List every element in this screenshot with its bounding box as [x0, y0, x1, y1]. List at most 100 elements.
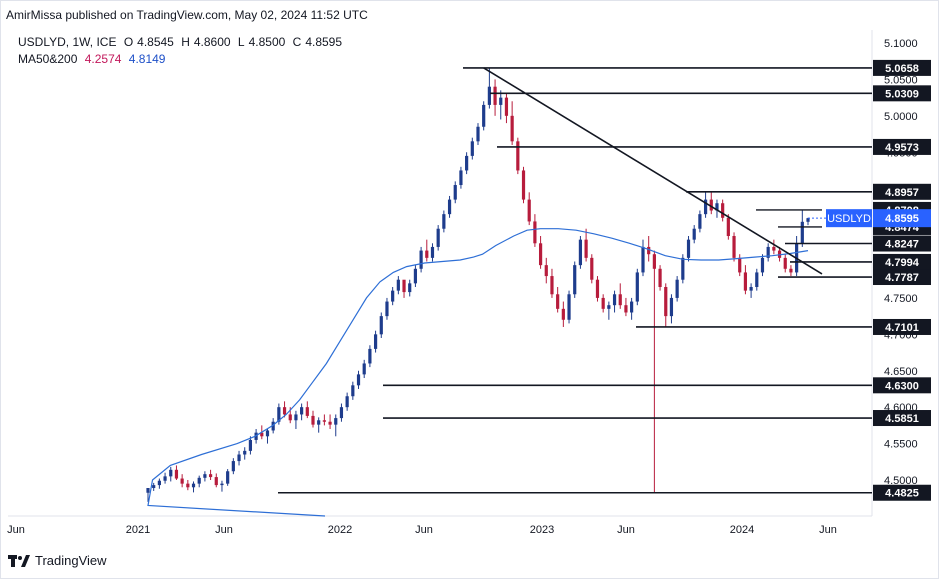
candle-body [430, 246, 435, 258]
candle-body [493, 86, 497, 105]
candle-body [686, 239, 691, 258]
x-tick-label: 2022 [328, 524, 352, 536]
candle-body [408, 283, 412, 293]
candle-body [186, 483, 190, 488]
candle-body [174, 469, 179, 479]
symbol-line: USDLYD, 1W, ICE [18, 35, 117, 49]
candle-body [641, 246, 645, 273]
candle-body [385, 301, 389, 317]
y-tick-label: 4.8500 [884, 220, 918, 232]
candle-body [487, 86, 491, 105]
candle-body [226, 471, 230, 484]
candle-body [419, 250, 423, 269]
candle-body [800, 221, 804, 244]
low-value: 4.8500 [248, 35, 286, 49]
y-tick-label: 4.9500 [884, 147, 918, 159]
ma-label: MA50&200 [18, 52, 78, 66]
y-tick-label: 4.5000 [884, 475, 918, 487]
candle-body [738, 257, 742, 273]
candle-body [351, 385, 355, 397]
level-label-bg [873, 377, 931, 394]
y-tick-label: 4.6500 [884, 366, 918, 378]
y-tick-label: 4.6000 [884, 402, 918, 414]
level-label: 4.8474 [885, 222, 920, 234]
close-value: 4.8595 [305, 35, 343, 49]
candle-body [328, 421, 332, 425]
open-value: 4.8545 [137, 35, 174, 49]
candle-body [647, 246, 651, 255]
open-label: O [123, 35, 134, 49]
level-label: 4.8708 [885, 205, 919, 217]
candle-body [550, 276, 554, 295]
candle-body [607, 305, 611, 309]
candle-body [783, 257, 787, 269]
candle-body [573, 265, 577, 295]
candle-body [208, 474, 213, 478]
level-label: 4.4825 [885, 488, 919, 500]
candle-body [243, 450, 247, 455]
candle-body [163, 476, 167, 481]
candle-body [191, 483, 196, 488]
low-label: L [237, 35, 245, 49]
candle-body [152, 485, 156, 489]
candle-body [265, 430, 270, 437]
candle-body [254, 432, 258, 440]
candle-body [772, 246, 776, 251]
candle-body [664, 286, 668, 317]
candle-body [322, 420, 326, 422]
candle-body [220, 483, 224, 486]
candle-body [396, 279, 400, 291]
level-label-bg [873, 85, 931, 102]
candle-body [459, 170, 463, 186]
candle-body [795, 243, 799, 273]
level-label: 4.9573 [885, 142, 919, 154]
candle-body [305, 407, 309, 416]
y-tick-label: 5.1000 [884, 38, 918, 50]
candle-body [465, 155, 469, 171]
published-line: AmirMissa published on TradingView.com, … [6, 8, 368, 22]
x-tick-label: Jun [819, 524, 837, 536]
candle-body [260, 432, 264, 437]
candle-body [521, 170, 526, 200]
candle-body [345, 396, 349, 408]
candle-body [681, 257, 685, 280]
candle-body [567, 294, 571, 320]
level-label-bg [873, 253, 931, 270]
ma200-line [147, 228, 809, 517]
y-tick-label: 4.7000 [884, 329, 918, 341]
candle-body [334, 418, 338, 425]
candle-body [777, 250, 782, 258]
y-tick-label: 4.9000 [884, 184, 918, 196]
ma50-value: 4.2574 [84, 52, 122, 66]
candle-body [311, 415, 315, 425]
candle-body [533, 221, 537, 244]
y-tick-label: 4.7500 [884, 293, 918, 305]
level-label-bg [873, 410, 931, 427]
tradingview-footer[interactable]: TradingView [8, 553, 107, 568]
x-tick-label: Jun [617, 524, 635, 536]
level-label-bg [873, 59, 931, 76]
symbol-tag-bg [826, 209, 872, 228]
candle-body [402, 279, 406, 293]
x-tick-label: 2024 [730, 524, 754, 536]
candle-body [669, 297, 674, 317]
candle-body [556, 294, 560, 309]
candle-body [590, 257, 594, 280]
candle-body [624, 305, 628, 313]
x-tick-label: Jun [215, 524, 233, 536]
y-tick-label: 5.0500 [884, 74, 918, 86]
candle-body [436, 228, 440, 247]
candle-body [618, 294, 622, 306]
candle-body [658, 268, 662, 287]
level-label: 4.8957 [885, 187, 919, 199]
candle-body [499, 97, 503, 105]
y-tick-label: 4.5500 [884, 439, 918, 451]
level-label-bg [873, 201, 931, 218]
y-tick-label: 4.8000 [884, 257, 918, 269]
candle-body [482, 104, 486, 127]
candle-body [470, 141, 474, 156]
candle-body [288, 414, 292, 421]
x-tick-label: Jun [415, 524, 433, 536]
